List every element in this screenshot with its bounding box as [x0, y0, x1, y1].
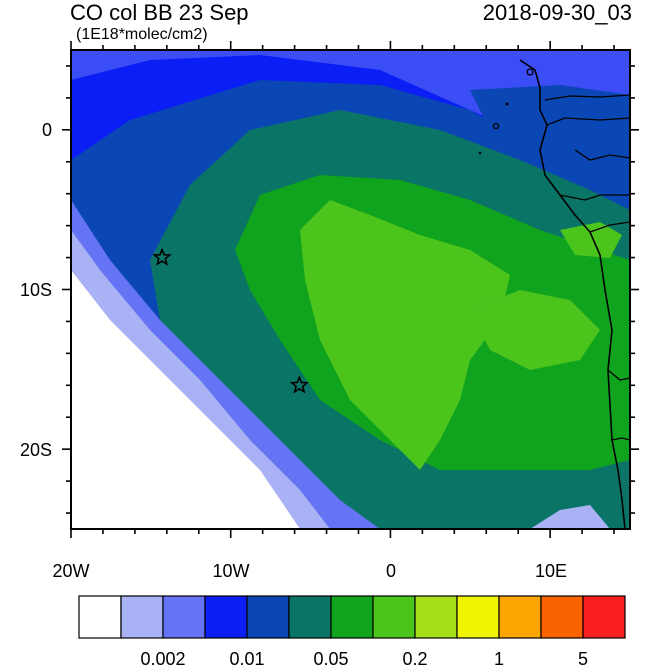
border-5	[607, 369, 630, 381]
map-title: CO col BB 23 Sep	[70, 0, 249, 25]
marker-star-site-1	[152, 247, 172, 266]
lon-label-0: 0	[386, 561, 396, 581]
colorbar-swatch-3	[204, 595, 248, 639]
island-3	[505, 102, 509, 106]
units-label: (1E18*molec/cm2)	[76, 26, 208, 43]
island-2	[526, 68, 534, 76]
axis-ticks	[62, 41, 639, 538]
colorbar-swatch-0	[78, 595, 122, 639]
colorbar-swatch-10	[498, 595, 542, 639]
field-patch-light-north	[71, 50, 630, 150]
lon-label-10e: 10E	[535, 561, 567, 581]
colorbar-label-0.05: 0.05	[313, 649, 348, 667]
lon-label-10w: 10W	[212, 561, 249, 581]
co-field	[71, 50, 630, 529]
colorbar-label-0.002: 0.002	[140, 649, 185, 667]
field-level-0.2-ne	[560, 222, 622, 258]
marker-star-site-2	[289, 375, 310, 394]
border-3	[559, 194, 630, 201]
colorbar-swatch-5	[288, 595, 332, 639]
field-patch-se	[530, 505, 610, 529]
lon-label-20w: 20W	[52, 561, 89, 581]
border-7	[574, 149, 630, 161]
field-level-below	[71, 270, 300, 529]
border-4	[589, 221, 630, 233]
colorbar-label-1: 1	[494, 649, 504, 667]
colorbar-swatch-6	[330, 595, 374, 639]
border-2	[546, 117, 630, 126]
border-6	[611, 437, 630, 441]
markers-layer	[152, 247, 310, 394]
colorbar-swatch-7	[372, 595, 416, 639]
island-4	[478, 151, 482, 155]
colorbar-swatch-9	[456, 595, 500, 639]
lat-label-20s: 20S	[20, 440, 52, 460]
colorbar-swatch-4	[246, 595, 290, 639]
lat-label-10s: 10S	[20, 280, 52, 300]
colorbar-swatch-8	[414, 595, 458, 639]
field-level-0.2-east	[470, 290, 600, 370]
colorbar-swatch-11	[540, 595, 584, 639]
lon-tick-labels: 20W 10W 0 10E	[52, 561, 567, 581]
colorbar-label-0.01: 0.01	[229, 649, 264, 667]
lat-label-0: 0	[42, 120, 52, 140]
datetime-label: 2018-09-30_03	[482, 0, 632, 25]
lat-tick-labels: 0 10S 20S	[20, 120, 52, 460]
colorbar-label-5: 5	[578, 649, 588, 667]
colorbar-swatch-1	[120, 595, 164, 639]
field-level-0.02-north	[470, 85, 630, 200]
field-level-0.2	[300, 200, 510, 470]
colorbar-labels: 0.002 0.01 0.05 0.2 1 5	[140, 649, 588, 667]
colorbar-swatch-12	[582, 595, 626, 639]
colorbar	[78, 595, 626, 639]
colorbar-swatch-2	[162, 595, 206, 639]
island-1	[492, 122, 500, 130]
border-1	[544, 94, 630, 101]
colorbar-label-0.2: 0.2	[402, 649, 427, 667]
